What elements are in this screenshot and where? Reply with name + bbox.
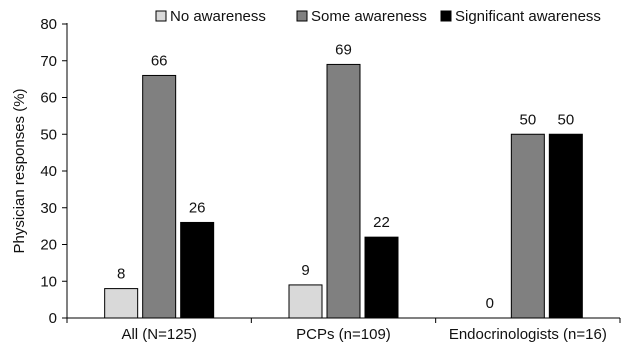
legend-label: No awareness <box>170 8 266 25</box>
data-label: 9 <box>301 262 309 279</box>
legend-label: Some awareness <box>311 8 427 25</box>
data-label: 66 <box>151 52 168 69</box>
legend-label: Significant awareness <box>455 8 601 25</box>
y-tick-label: 70 <box>40 53 57 70</box>
data-label: 26 <box>189 199 206 216</box>
bar <box>510 133 545 319</box>
y-tick-label: 40 <box>40 163 57 180</box>
y-tick-label: 0 <box>49 310 57 327</box>
y-tick-label: 20 <box>40 237 57 254</box>
x-axis: All (N=125) PCPs (n=109) Endocrinologists … <box>66 317 621 343</box>
y-tick-label: 80 <box>40 16 57 33</box>
bar <box>104 288 139 319</box>
legend-swatch <box>155 10 167 22</box>
x-tick-label: PCPs (n=109) <box>296 326 391 343</box>
legend-swatch <box>440 10 452 22</box>
y-axis-title: Physician responses (%) <box>11 88 28 253</box>
x-tick-label: All (N=125) <box>121 326 196 343</box>
data-label: 50 <box>519 111 536 128</box>
data-label: 50 <box>557 111 574 128</box>
y-tick-label: 50 <box>40 126 57 143</box>
y-tick-label: 30 <box>40 200 57 217</box>
data-label: 8 <box>117 266 125 283</box>
legend-swatch <box>296 10 308 22</box>
data-label: 22 <box>373 214 390 231</box>
bar <box>180 221 215 319</box>
y-axis: 0 10 20 30 40 50 60 70 80 <box>40 16 68 327</box>
y-tick-label: 10 <box>40 273 57 290</box>
bar <box>364 236 399 319</box>
legend: No awareness Some awareness Significant aw… <box>155 8 601 25</box>
bar <box>548 133 583 319</box>
x-tick-label: Endocrinologists (n=16) <box>449 326 607 343</box>
bars <box>104 63 583 319</box>
y-tick-label: 60 <box>40 90 57 107</box>
data-label: 69 <box>335 41 352 58</box>
data-label: 0 <box>486 295 494 312</box>
data-labels: 8 9 0 66 69 50 26 22 50 <box>117 41 574 312</box>
bar <box>326 63 361 319</box>
bar <box>142 74 177 319</box>
bar <box>288 284 323 319</box>
